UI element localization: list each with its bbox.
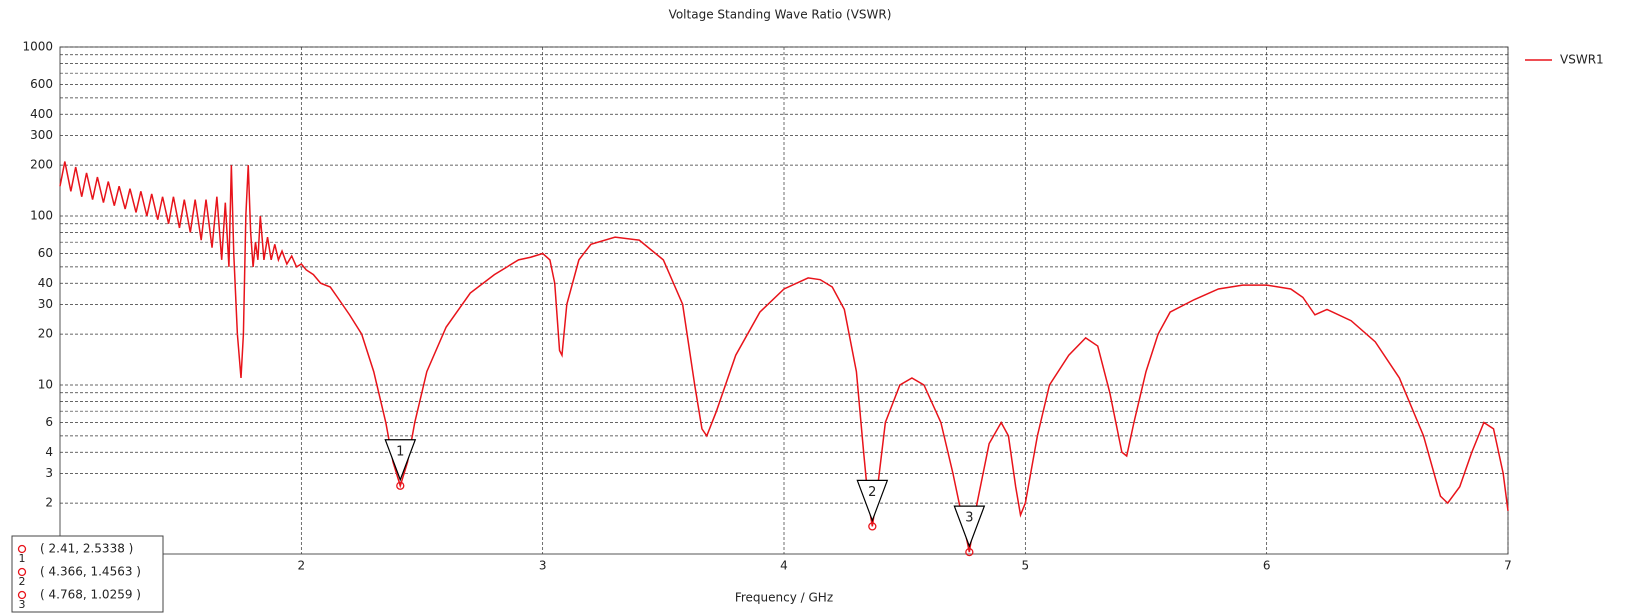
x-tick-label: 5 bbox=[1022, 559, 1030, 573]
x-axis-label: Frequency / GHz bbox=[735, 591, 833, 605]
x-tick-label: 3 bbox=[539, 559, 547, 573]
y-tick-label: 200 bbox=[30, 158, 53, 172]
y-tick-label: 6 bbox=[45, 415, 53, 429]
marker-legend-number: 3 bbox=[19, 598, 26, 611]
marker-readout: ( 2.41, 2.5338 ) bbox=[40, 542, 133, 556]
marker-triangle bbox=[953, 505, 986, 548]
x-tick-label: 2 bbox=[298, 559, 306, 573]
legend-label: VSWR1 bbox=[1560, 53, 1604, 67]
marker-number: 1 bbox=[396, 444, 404, 459]
marker-icon bbox=[17, 544, 27, 554]
marker-icon bbox=[17, 590, 27, 600]
chart-title: Voltage Standing Wave Ratio (VSWR) bbox=[669, 8, 892, 22]
marker-triangle bbox=[384, 439, 417, 482]
series-line bbox=[59, 161, 1509, 553]
y-tick-label: 600 bbox=[30, 77, 53, 91]
marker-point bbox=[965, 547, 974, 557]
marker-point bbox=[868, 522, 877, 531]
y-tick-label: 300 bbox=[30, 128, 53, 142]
y-tick-label: 20 bbox=[38, 327, 53, 341]
y-tick-label: 3 bbox=[45, 466, 53, 480]
marker-readout: ( 4.768, 1.0259 ) bbox=[40, 588, 141, 602]
marker-legend-number: 2 bbox=[19, 575, 26, 588]
marker-point bbox=[396, 481, 405, 490]
marker-legend-number: 1 bbox=[19, 552, 26, 565]
x-tick-label: 6 bbox=[1263, 559, 1271, 573]
marker-triangle bbox=[856, 479, 889, 523]
y-tick-label: 100 bbox=[30, 209, 53, 223]
marker-number: 3 bbox=[965, 511, 973, 526]
y-tick-label: 2 bbox=[45, 496, 53, 510]
marker-readout: ( 4.366, 1.4563 ) bbox=[40, 565, 141, 579]
y-tick-label: 4 bbox=[45, 445, 53, 459]
marker-icon bbox=[17, 567, 27, 577]
y-tick-label: 60 bbox=[38, 246, 53, 260]
y-tick-label: 400 bbox=[30, 107, 53, 121]
y-tick-label: 40 bbox=[38, 276, 53, 290]
y-tick-label: 10 bbox=[38, 378, 53, 392]
marker-box bbox=[11, 535, 164, 613]
y-tick-label: 30 bbox=[38, 297, 53, 311]
x-tick-label: 7 bbox=[1504, 559, 1512, 573]
x-tick-label: 4 bbox=[780, 559, 788, 573]
y-tick-label: 1000 bbox=[22, 40, 53, 54]
marker-number: 2 bbox=[868, 485, 876, 500]
